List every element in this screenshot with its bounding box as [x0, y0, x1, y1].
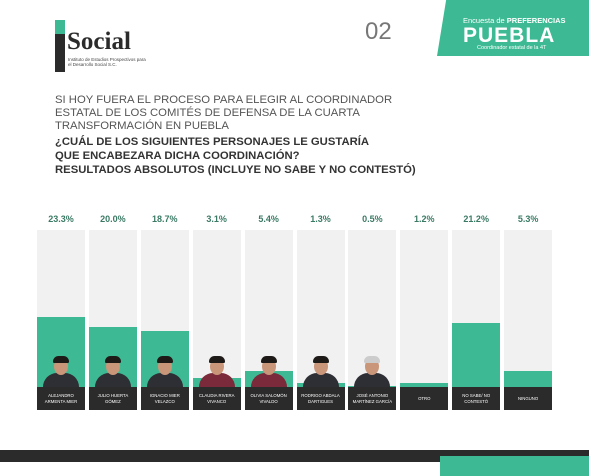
- value-label: 23.3%: [48, 214, 74, 224]
- column: [140, 230, 189, 387]
- category-label: ALEJANDRO ARMENTA MIER: [37, 387, 85, 410]
- photo-body: [302, 373, 339, 387]
- value-label: 1.3%: [310, 214, 331, 224]
- value-label: 20.0%: [100, 214, 126, 224]
- badge-top: Encuesta de PREFERENCIAS: [463, 16, 566, 25]
- text-line: TRANSFORMACIÓN EN PUEBLA: [55, 120, 229, 132]
- category-label: OLIVIA SALOMÓN VIVALDO: [244, 387, 293, 410]
- text-line: QUE ENCABEZARA DICHA COORDINACIÓN?: [55, 150, 300, 162]
- photo-body: [146, 373, 183, 387]
- photo-body: [43, 373, 79, 387]
- badge-title: PUEBLA: [463, 24, 556, 47]
- category-label: JOSÉ ANTONIO MARTÍNEZ GARCÍA: [348, 387, 397, 410]
- category-label: IGNACIO MIER VELAZCO: [140, 387, 189, 410]
- column: [504, 230, 553, 387]
- badge-top-strong: PREFERENCIAS: [506, 16, 566, 25]
- category-label: CLAUDIA RIVERA VIVANCO: [192, 387, 241, 410]
- column: [37, 230, 85, 387]
- value-label: 5.3%: [517, 214, 539, 224]
- bar: [452, 323, 501, 387]
- photo-hair: [53, 356, 69, 363]
- category-label: NINGUNO: [504, 387, 553, 410]
- badge-top-text: Encuesta de: [463, 16, 505, 25]
- photo-hair: [312, 356, 329, 363]
- category-label: OTRO: [400, 387, 449, 410]
- photo-body: [250, 373, 287, 387]
- photo-body: [94, 373, 131, 387]
- value-label: 1.2%: [414, 214, 435, 224]
- photo-hair: [364, 356, 381, 363]
- photo-hair: [260, 356, 277, 363]
- badge: Encuesta de PREFERENCIAS PUEBLA Coordina…: [437, 0, 589, 56]
- photo-hair: [208, 356, 225, 363]
- value-label: 5.4%: [258, 214, 279, 224]
- photo-body: [354, 373, 391, 387]
- column: [244, 230, 293, 387]
- column: [452, 230, 501, 387]
- logo: Social: [67, 28, 131, 55]
- value-label: 18.7%: [152, 214, 178, 224]
- text-line: ¿CUÁL DE LOS SIGUIENTES PERSONAJES LE GU…: [55, 136, 370, 148]
- category-label: JULIO HUERTA GÓMEZ: [88, 387, 137, 410]
- bar: [504, 371, 553, 387]
- logo-subtitle: Instituto de Estudios Prospectivos para …: [68, 57, 146, 68]
- text-line: RESULTADOS ABSOLUTOS (INCLUYE NO SABE Y …: [55, 164, 416, 176]
- intro: SI HOY FUERA EL PROCESO PARA ELEGIR AL C…: [55, 94, 392, 133]
- text-line: ESTATAL DE LOS COMITÉS DE DEFENSA DE LA …: [55, 107, 360, 119]
- photo-body: [198, 373, 235, 387]
- badge-subtitle: Coordinador estatal de la 4T: [477, 45, 547, 51]
- category-label: NO SABE/ NO CONTESTÓ: [452, 387, 501, 410]
- column: [88, 230, 137, 387]
- bar: [400, 383, 449, 387]
- logo-mark: [55, 20, 65, 72]
- column: [348, 230, 397, 387]
- photo-hair: [156, 356, 173, 363]
- column: [192, 230, 241, 387]
- logo-accent: [55, 20, 65, 34]
- text-line: SI HOY FUERA EL PROCESO PARA ELEGIR AL C…: [55, 94, 393, 106]
- value-label: 0.5%: [362, 214, 383, 224]
- column: [400, 230, 449, 387]
- footer-accent: [440, 456, 589, 476]
- page-number: 02: [365, 18, 392, 45]
- question: ¿CUÁL DE LOS SIGUIENTES PERSONAJES LE GU…: [55, 135, 416, 177]
- photo-hair: [104, 356, 121, 363]
- value-label: 21.2%: [463, 214, 489, 224]
- column: [296, 230, 345, 387]
- value-label: 3.1%: [206, 214, 227, 224]
- category-label: RODRIGO ABDALA DARTIGUES: [296, 387, 345, 410]
